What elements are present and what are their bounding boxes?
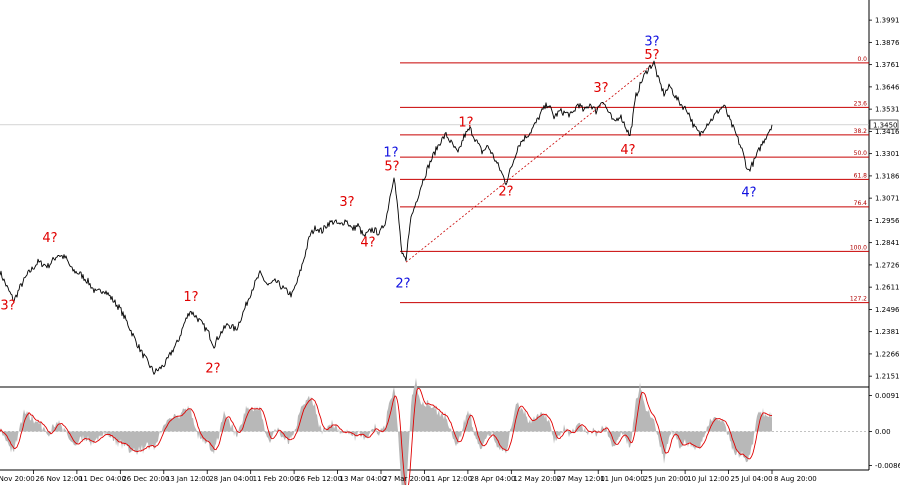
price-tick-label: 1.2496: [875, 306, 900, 314]
fib-level-label: 38.2: [854, 128, 868, 135]
time-tick-label: 27 May 12:00: [557, 475, 605, 483]
oscillator-tick-label: 0.00: [875, 428, 891, 436]
wave-label: 3?: [0, 299, 15, 314]
time-tick-label: 12 May 20:00: [513, 475, 561, 483]
price-tick-label: 1.3991: [875, 17, 900, 25]
time-tick-label: 26 Feb 12:00: [296, 475, 342, 483]
price-tick-label: 1.2381: [875, 328, 900, 336]
price-tick-label: 1.3646: [875, 83, 900, 91]
time-tick-label: 26 Dec 20:00: [122, 475, 169, 483]
oscillator-tick-label: 0.0091: [875, 392, 900, 400]
wave-label: 1?: [383, 146, 398, 161]
time-tick-label: 4 Nov 20:00: [0, 475, 35, 483]
price-tick-label: 1.3186: [875, 172, 900, 180]
time-tick-label: 10 Jul 12:00: [687, 475, 729, 483]
wave-label: 5?: [644, 48, 659, 63]
fib-level-label: 127.2: [850, 296, 867, 303]
fib-level-label: 100.0: [850, 244, 867, 251]
price-tick-label: 1.3761: [875, 61, 900, 69]
fib-level-label: 50.0: [854, 150, 868, 157]
price-series: [0, 60, 773, 375]
wave-label: 4?: [620, 143, 635, 158]
time-tick-label: 13 Mar 04:00: [340, 475, 387, 483]
oscillator-axis: 0.0091 0.00 -0.00862: [869, 392, 900, 470]
time-tick-label: 27 Mar 20:00: [383, 475, 430, 483]
wave-label: 2?: [498, 184, 513, 199]
time-tick-label: 8 Aug 20:00: [774, 475, 817, 483]
time-tick-label: 11 Jun 04:00: [600, 475, 644, 483]
wave-label: 2?: [395, 276, 410, 291]
wave-label: 4?: [42, 231, 57, 246]
fib-level-label: 23.6: [854, 100, 868, 107]
fibonacci-levels: 0.0 23.6 38.2 50.0 61.8 76.4 100.0 127.2: [0, 56, 869, 304]
fib-trend-line: [405, 62, 655, 263]
price-tick-label: 1.2151: [875, 373, 900, 381]
wave-labels: 3?4?1?2?3?4?1?5?2?1?2?3?4?3?5?4?: [0, 34, 756, 376]
wave-label: 1?: [458, 116, 473, 131]
current-price-marker: 1.3450: [869, 119, 899, 130]
time-tick-label: 11 Apr 12:00: [426, 475, 472, 483]
price-tick-label: 1.3071: [875, 195, 900, 203]
wave-label: 4?: [360, 236, 375, 251]
price-tick-label: 1.3876: [875, 39, 900, 47]
oscillator-signal-line: [0, 387, 773, 485]
wave-label: 3?: [644, 34, 659, 49]
time-tick-label: 25 Jul 04:00: [731, 475, 773, 483]
price-tick-label: 1.2841: [875, 239, 900, 247]
price-tick-label: 1.2611: [875, 284, 900, 292]
wave-label: 3?: [593, 81, 608, 96]
wave-label: 3?: [339, 195, 354, 210]
fib-level-label: 0.0: [857, 56, 867, 63]
price-tick-label: 1.2956: [875, 217, 900, 225]
time-tick-label: 25 Jun 20:00: [644, 475, 688, 483]
time-tick-label: 11 Dec 04:00: [79, 475, 126, 483]
fib-level-label: 76.4: [854, 200, 868, 207]
oscillator-panel: [0, 377, 869, 485]
price-line: [0, 60, 773, 375]
wave-label: 1?: [183, 290, 198, 305]
time-tick-label: 28 Jan 04:00: [209, 475, 253, 483]
oscillator-histogram: [0, 377, 772, 485]
price-tick-label: 1.2266: [875, 350, 900, 358]
price-tick-label: 1.3416: [875, 128, 900, 136]
fib-level-label: 61.8: [854, 172, 868, 179]
time-tick-label: 28 Apr 04:00: [470, 475, 516, 483]
price-axis: 1.3991 1.3876 1.3761 1.3646 1.3531 1.3416 1.33…: [869, 17, 900, 381]
current-price-label: 1.3450: [873, 122, 898, 130]
time-tick-label: 13 Jan 12:00: [166, 475, 210, 483]
time-tick-label: 11 Feb 20:00: [253, 475, 299, 483]
price-tick-label: 1.3301: [875, 150, 900, 158]
price-tick-label: 1.2726: [875, 261, 900, 269]
wave-label: 4?: [741, 185, 756, 200]
current-price-box: [869, 119, 899, 130]
price-tick-label: 1.3531: [875, 106, 900, 114]
wave-label: 5?: [384, 159, 399, 174]
time-tick-label: 26 Nov 12:00: [35, 475, 82, 483]
oscillator-tick-label: -0.00862: [875, 462, 900, 470]
wave-label: 2?: [205, 361, 220, 376]
